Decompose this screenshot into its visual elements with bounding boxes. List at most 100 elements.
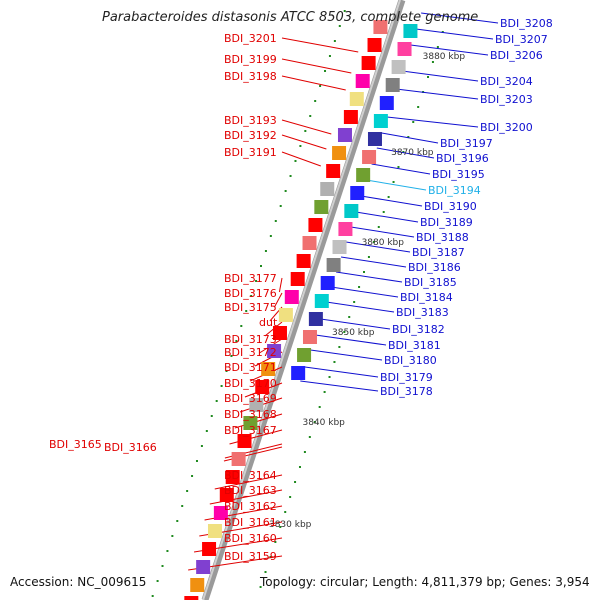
gene-label-left[interactable]: BDI_3159 (224, 550, 277, 563)
gene-label-right[interactable]: BDI_3183 (396, 306, 449, 319)
tick-mark-left (284, 190, 287, 192)
gene-label-right[interactable]: BDI_3184 (400, 291, 453, 304)
gene-label-right[interactable]: BDI_3181 (388, 339, 441, 352)
forward-gene-block (213, 506, 228, 520)
tick-mark-right (303, 451, 306, 453)
reverse-gene-block (356, 168, 371, 182)
gene-label-right[interactable]: BDI_3194 (428, 184, 481, 197)
leader-line-right (350, 226, 415, 238)
forward-gene-block (367, 38, 382, 52)
gene-label-right[interactable]: BDI_3204 (480, 75, 533, 88)
gene-label-left[interactable]: dut (259, 316, 278, 329)
tick-mark-right (358, 286, 361, 288)
gene-label-right[interactable]: BDI_3190 (424, 200, 477, 213)
gene-label-left[interactable]: BDI_3167 (224, 424, 277, 437)
forward-gene-block (202, 542, 217, 556)
reverse-gene-block (326, 258, 341, 272)
tick-mark-right (382, 211, 385, 213)
gene-label-right[interactable]: BDI_3179 (380, 371, 433, 384)
gene-label-right[interactable]: BDI_3195 (432, 168, 485, 181)
gene-label-right[interactable]: BDI_3182 (392, 323, 445, 336)
forward-gene-block (284, 290, 299, 304)
gene-label-left[interactable]: BDI_3161 (224, 516, 277, 529)
leader-line-left (278, 277, 283, 293)
leader-line-right (326, 301, 395, 313)
leader-line-right (376, 147, 435, 159)
forward-gene-block (332, 146, 347, 160)
gene-label-left[interactable]: BDI_3201 (224, 32, 277, 45)
scale-labels: 3880 kbp 3870 kbp 3880 kbp 3850 kbp 3840 kbp… (269, 52, 465, 530)
leader-line-left (281, 75, 346, 91)
forward-gene-block (337, 128, 352, 142)
gene-label-left[interactable]: BDI_3160 (224, 532, 277, 545)
gene-label-right[interactable]: BDI_3203 (480, 93, 533, 106)
leader-line-right (345, 241, 411, 253)
scale-label: 3840 kbp (302, 418, 345, 428)
gene-label-left[interactable]: BDI_3162 (224, 500, 277, 513)
gene-label-right[interactable]: BDI_3200 (480, 121, 533, 134)
gene-label-right[interactable]: BDI_3187 (412, 246, 465, 259)
tick-mark-left (304, 130, 307, 132)
gene-label-left[interactable]: BDI_3163 (224, 484, 277, 497)
gene-label-right[interactable]: BDI_3185 (404, 276, 457, 289)
gene-label-left[interactable]: BDI_3176 (224, 287, 277, 300)
tick-mark-left (166, 550, 169, 552)
tick-mark-left (181, 505, 184, 507)
tick-mark-left (338, 25, 341, 27)
gene-label-right[interactable]: BDI_3188 (416, 231, 469, 244)
forward-gene-block (349, 92, 364, 106)
gene-label-left[interactable]: BDI_3199 (224, 53, 277, 66)
tick-mark-left (245, 310, 248, 312)
forward-gene-block (196, 560, 211, 574)
gene-label-left[interactable]: BDI_3169 (224, 392, 277, 405)
tick-mark-right (308, 436, 311, 438)
leader-line-right (386, 116, 479, 128)
gene-label-left[interactable]: BDI_3175 (224, 301, 277, 314)
forward-gene-block (249, 398, 264, 412)
reverse-gene-block (344, 204, 359, 218)
forward-gene-block (190, 578, 205, 592)
gene-label-left[interactable]: BDI_3198 (224, 70, 277, 83)
leader-line-right (366, 179, 427, 191)
tick-mark-left (269, 235, 272, 237)
tick-mark-left (210, 415, 213, 417)
tick-mark-left (250, 295, 253, 297)
reverse-gene-block (291, 366, 306, 380)
gene-label-left[interactable]: BDI_3193 (224, 114, 277, 127)
gene-label-right[interactable]: BDI_3180 (384, 354, 437, 367)
gene-label-left[interactable]: BDI_3170 (224, 377, 277, 390)
tick-mark-right (313, 421, 316, 423)
tick-mark-left (314, 100, 317, 102)
forward-gene-block (278, 308, 293, 322)
gene-label-left[interactable]: BDI_3164 (224, 469, 277, 482)
gene-label-left[interactable]: BDI_3177 (224, 272, 277, 285)
gene-label-left[interactable]: BDI_3165 (49, 438, 102, 451)
tick-mark-left (220, 385, 223, 387)
forward-gene-block (261, 362, 276, 376)
gene-label-right[interactable]: BDI_3197 (440, 137, 493, 150)
scale-ticks (151, 10, 449, 597)
gene-label-right[interactable]: BDI_3178 (380, 385, 433, 398)
tick-mark-left (205, 430, 208, 432)
gene-label-right[interactable]: BDI_3208 (500, 17, 553, 30)
reverse-gene-block (362, 150, 377, 164)
leader-line-right (310, 349, 383, 361)
gene-label-left[interactable]: BDI_3192 (224, 129, 277, 142)
gene-label-left[interactable]: BDI_3172 (224, 346, 277, 359)
gene-label-right[interactable]: BDI_3207 (495, 33, 548, 46)
gene-label-right[interactable]: BDI_3189 (420, 216, 473, 229)
gene-label-left[interactable]: BDI_3171 (224, 361, 277, 374)
gene-label-left[interactable]: BDI_3166 (104, 441, 157, 454)
gene-label-left[interactable]: BDI_3191 (224, 146, 277, 159)
gene-label-left[interactable]: BDI_3173 (224, 333, 277, 346)
leader-line-right (410, 44, 489, 56)
forward-gene-block (184, 596, 199, 600)
reverse-gene-block (379, 96, 394, 110)
gene-label-left[interactable]: BDI_3168 (224, 408, 277, 421)
gene-label-right[interactable]: BDI_3196 (436, 152, 489, 165)
leader-line-left (281, 37, 359, 53)
tick-mark-left (191, 475, 194, 477)
gene-label-right[interactable]: BDI_3186 (408, 261, 461, 274)
gene-label-right[interactable]: BDI_3206 (490, 49, 543, 62)
